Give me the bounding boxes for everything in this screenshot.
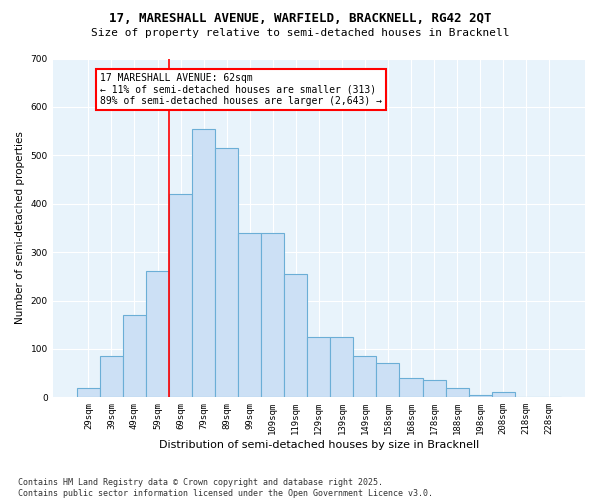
Bar — [215, 148, 238, 398]
Bar — [192, 128, 215, 398]
Bar — [422, 380, 446, 398]
Bar — [307, 337, 331, 398]
X-axis label: Distribution of semi-detached houses by size in Bracknell: Distribution of semi-detached houses by … — [159, 440, 479, 450]
Bar — [353, 356, 376, 398]
Bar — [284, 274, 307, 398]
Bar — [123, 315, 146, 398]
Text: Contains HM Land Registry data © Crown copyright and database right 2025.
Contai: Contains HM Land Registry data © Crown c… — [18, 478, 433, 498]
Text: 17, MARESHALL AVENUE, WARFIELD, BRACKNELL, RG42 2QT: 17, MARESHALL AVENUE, WARFIELD, BRACKNEL… — [109, 12, 491, 26]
Bar — [100, 356, 123, 398]
Bar — [261, 233, 284, 398]
Bar — [77, 388, 100, 398]
Bar — [331, 337, 353, 398]
Bar — [376, 364, 400, 398]
Bar — [238, 233, 261, 398]
Bar — [169, 194, 192, 398]
Y-axis label: Number of semi-detached properties: Number of semi-detached properties — [15, 132, 25, 324]
Bar — [469, 395, 491, 398]
Text: Size of property relative to semi-detached houses in Bracknell: Size of property relative to semi-detach… — [91, 28, 509, 38]
Text: 17 MARESHALL AVENUE: 62sqm
← 11% of semi-detached houses are smaller (313)
89% o: 17 MARESHALL AVENUE: 62sqm ← 11% of semi… — [100, 73, 382, 106]
Bar — [446, 388, 469, 398]
Bar — [491, 392, 515, 398]
Bar — [146, 272, 169, 398]
Bar — [400, 378, 422, 398]
